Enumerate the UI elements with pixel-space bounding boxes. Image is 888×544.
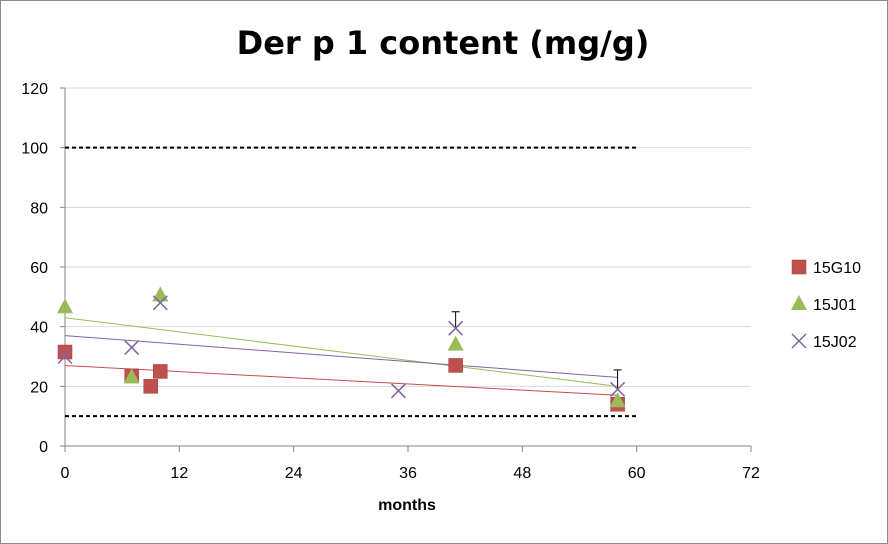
y-tick-label-40: 40	[30, 320, 48, 337]
y-tick-label-60: 60	[30, 260, 48, 277]
chart-title: Der p 1 content (mg/g)	[237, 24, 650, 62]
data-point-15J02-1	[124, 340, 140, 356]
data-point-15J02-4	[448, 320, 464, 336]
legend-marker-15G10	[791, 259, 807, 275]
legend-label-15J02: 15J02	[813, 334, 857, 351]
data-point-15G10-3	[153, 364, 168, 379]
x-tick-label-12: 12	[170, 465, 188, 482]
data-point-15J02-2-stroke-b	[152, 295, 168, 311]
legend-label-15J01: 15J01	[813, 297, 857, 314]
reference-lines	[65, 146, 637, 418]
data-point-15G10-4	[448, 358, 463, 373]
y-tick-label-80: 80	[30, 200, 48, 217]
data-point-15J01-2	[152, 286, 169, 302]
y-tick-label-0: 0	[39, 439, 48, 456]
x-tick-label-36: 36	[399, 465, 417, 482]
data-point-15J01-3	[447, 335, 464, 351]
data-point-15J02-0-stroke-b	[57, 348, 73, 365]
axes: 0 20 40 60 80 100 120 0 12 24 36 48 60 72	[21, 81, 760, 482]
data-point-15G10-2	[143, 379, 158, 394]
x-tick-label-0: 0	[61, 465, 70, 482]
x-tick-label-72: 72	[742, 465, 760, 482]
error-bars	[451, 311, 622, 390]
x-tick-label-24: 24	[285, 465, 303, 482]
gridlines	[65, 87, 751, 387]
legend-marker-15J02	[791, 333, 807, 349]
data-point-15J01-0	[57, 298, 73, 314]
data-point-15J01-1	[123, 368, 140, 384]
x-axis-title: months	[378, 497, 436, 514]
data-point-15J02-0	[57, 348, 73, 365]
data-point-15J02-5	[610, 381, 626, 397]
data-point-15J02-5-stroke-b	[610, 381, 626, 397]
x-tick-label-48: 48	[513, 465, 531, 482]
data-point-15G10-0	[57, 344, 73, 360]
y-tick-label-120: 120	[21, 81, 48, 98]
y-tick-label-100: 100	[21, 141, 48, 158]
data-point-15J02-4-stroke-b	[448, 320, 464, 336]
data-point-15J02-3	[390, 383, 407, 399]
trendline-15J01	[64, 317, 618, 387]
data-points	[57, 286, 626, 412]
legend: 15G10 15J01 15J02	[791, 259, 861, 351]
data-point-15J01-4	[609, 392, 626, 408]
trendline-15J02	[64, 335, 618, 378]
y-tick-label-20: 20	[30, 379, 48, 396]
legend-marker-15J01	[791, 295, 807, 310]
x-tick-label-60: 60	[628, 465, 646, 482]
data-point-15J02-2	[152, 295, 168, 311]
data-point-15J02-3-stroke-b	[390, 383, 407, 399]
legend-label-15G10: 15G10	[813, 260, 861, 277]
data-point-15J02-1-stroke-b	[124, 340, 140, 356]
legend-marker-15J02-stroke-b	[791, 333, 807, 349]
